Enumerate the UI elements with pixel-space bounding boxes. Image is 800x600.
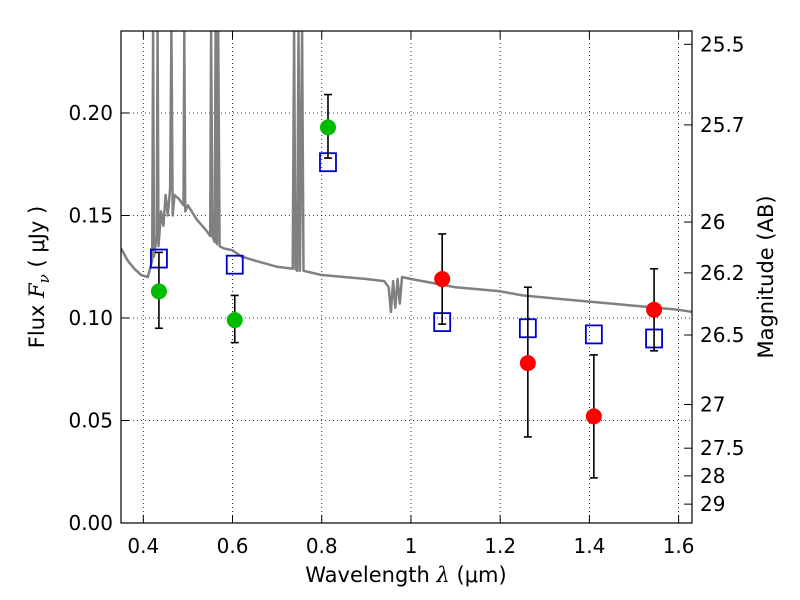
observed-flux-point bbox=[646, 301, 663, 318]
x-tick-label: 1 bbox=[405, 534, 418, 558]
y-tick-label: 0.00 bbox=[68, 511, 113, 535]
ticks: 0.4 0.6 0.8 1 1.2 1.4 1.6 0.00 0.05 0.10 0.15 0.20 2… bbox=[68, 31, 745, 558]
observed-flux-point bbox=[150, 283, 167, 300]
y2-axis-label: Magnitude (AB) bbox=[754, 195, 778, 358]
plot-frame bbox=[120, 30, 693, 524]
y-tick-label: 0.05 bbox=[68, 409, 113, 433]
markers bbox=[150, 93, 663, 479]
y2-tick-label: 26 bbox=[700, 210, 725, 234]
observed-flux-point bbox=[585, 408, 602, 425]
x-tick-label: 1.4 bbox=[573, 534, 605, 558]
y2-tick-label: 29 bbox=[700, 492, 725, 516]
x-tick-label: 1.6 bbox=[663, 534, 695, 558]
observed-flux-point bbox=[319, 119, 336, 136]
y2-tick-label: 27.5 bbox=[700, 436, 745, 460]
y2-tick-label: 28 bbox=[700, 464, 725, 488]
x-axis-label: Wavelength λ (μm) bbox=[305, 563, 506, 587]
y2-tick-label: 27 bbox=[700, 393, 725, 417]
y-tick-label: 0.15 bbox=[68, 204, 113, 228]
x-tick-label: 0.4 bbox=[127, 534, 159, 558]
x-tick-label: 0.8 bbox=[306, 534, 338, 558]
y-axis-label: Flux Fν ( μJy ) bbox=[25, 206, 53, 348]
observed-flux-point bbox=[226, 312, 243, 329]
observed-flux-point bbox=[519, 355, 536, 372]
x-tick-label: 0.6 bbox=[217, 534, 249, 558]
y2-tick-label: 26.2 bbox=[700, 261, 745, 285]
model-photometry-square bbox=[225, 254, 244, 275]
y2-tick-label: 25.7 bbox=[700, 113, 745, 137]
x-tick-label: 1.2 bbox=[484, 534, 516, 558]
model-photometry-square bbox=[584, 324, 603, 345]
y2-tick-label: 25.5 bbox=[700, 32, 745, 56]
y2-tick-label: 26.5 bbox=[700, 323, 745, 347]
observed-flux-point bbox=[434, 271, 451, 288]
y-tick-label: 0.20 bbox=[68, 101, 113, 125]
y-tick-label: 0.10 bbox=[68, 306, 113, 330]
